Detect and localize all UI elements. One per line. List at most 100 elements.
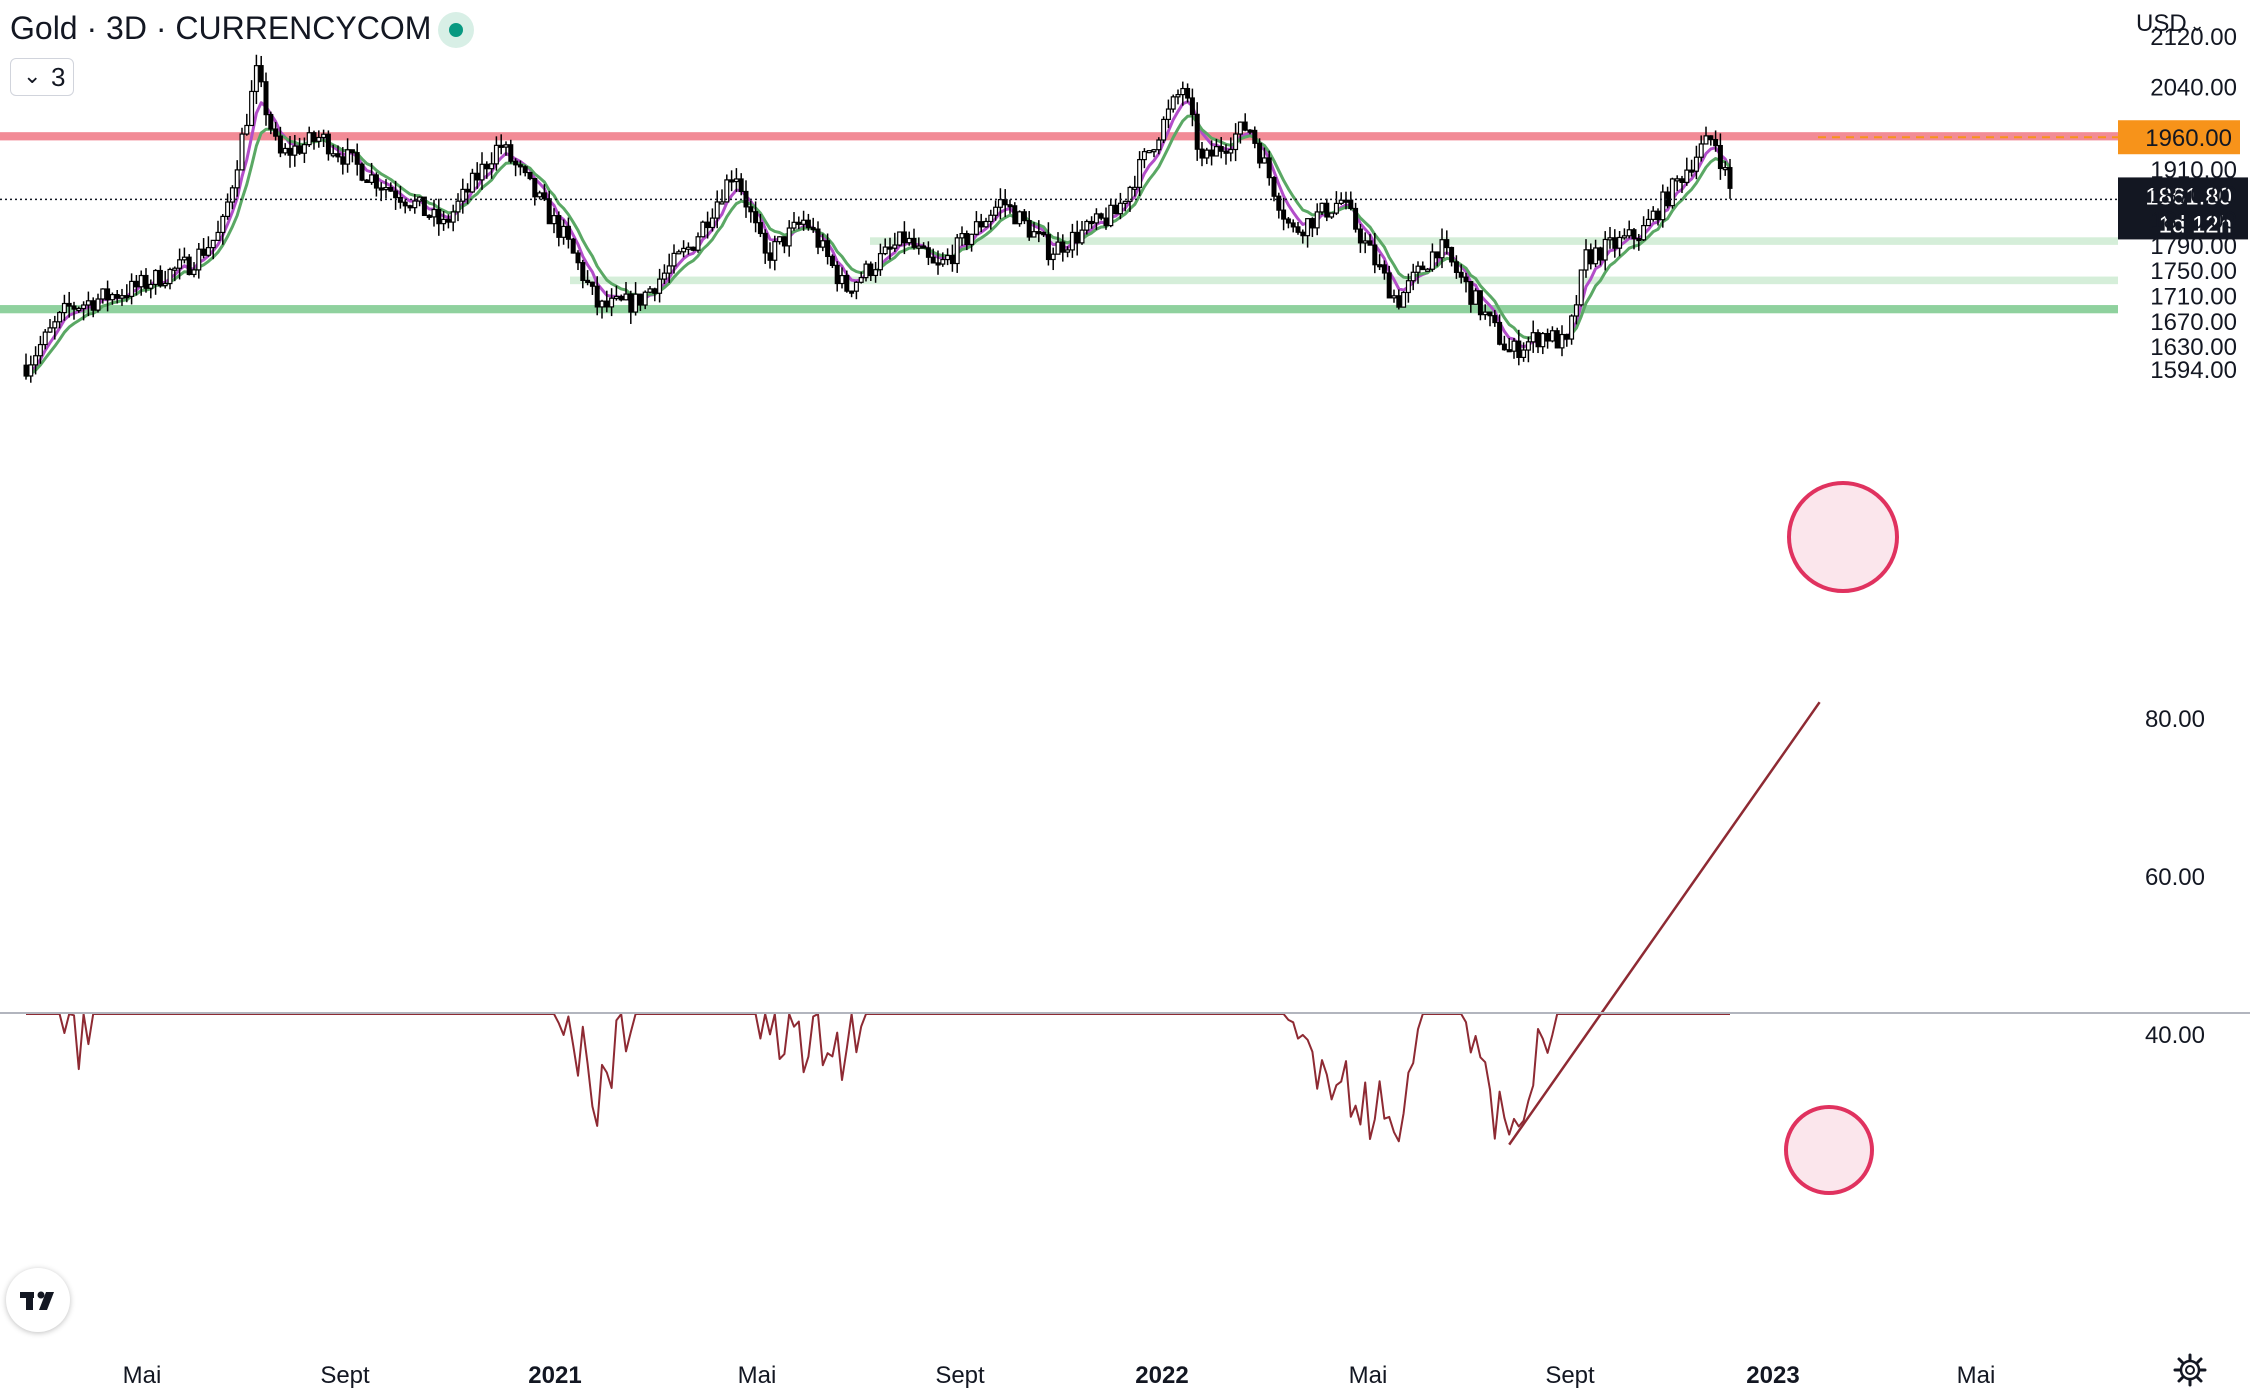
candle-body <box>1645 218 1651 227</box>
candle-body <box>1026 220 1032 238</box>
candle-body <box>585 279 591 284</box>
candle-body <box>1511 340 1517 352</box>
candle-body <box>1002 199 1008 206</box>
candle-body <box>551 215 557 225</box>
candle-body <box>1079 229 1085 244</box>
candle-body <box>1021 211 1027 222</box>
candle-body <box>695 236 701 251</box>
candle-body <box>23 364 29 377</box>
candle-body <box>407 205 413 209</box>
candle-body <box>1146 150 1152 154</box>
candle-body <box>820 240 826 248</box>
candle-body <box>37 343 43 357</box>
candle-body <box>364 179 370 183</box>
candle-body <box>815 228 821 248</box>
candle-body <box>940 258 946 265</box>
candle-body <box>642 291 648 306</box>
candle-body <box>556 215 562 238</box>
candle-body <box>580 262 586 282</box>
candle-body <box>873 269 879 277</box>
candle-body <box>676 251 682 255</box>
candle-body <box>301 143 307 154</box>
candle-body <box>1218 146 1224 152</box>
candle-body <box>1545 332 1551 342</box>
candle-body <box>657 278 663 294</box>
price-axis-label: 1750.00 <box>2150 258 2237 285</box>
candle-body <box>719 201 725 205</box>
candle-body <box>671 252 677 267</box>
candle-body <box>1564 333 1570 340</box>
candle-body <box>431 208 437 218</box>
candle-body <box>1132 186 1138 190</box>
resistance-price-tag <box>2118 120 2240 155</box>
candle-body <box>1578 269 1584 306</box>
candle-body <box>402 201 408 207</box>
candle-body <box>114 294 120 299</box>
candle-body <box>369 174 375 183</box>
candle-body <box>1031 231 1037 238</box>
candle-body <box>628 293 634 313</box>
candle-body <box>1463 276 1469 283</box>
candle-body <box>652 288 658 294</box>
time-axis-label: 2021 <box>528 1362 581 1389</box>
candle-body <box>1525 341 1531 351</box>
candle-body <box>959 233 965 239</box>
time-axis-label: Sept <box>320 1362 370 1389</box>
settings-gear-icon[interactable] <box>2172 1352 2208 1388</box>
candle-body <box>1338 199 1344 205</box>
candle-body <box>1377 264 1383 268</box>
candle-body <box>1477 290 1483 316</box>
candle-body <box>1362 240 1368 244</box>
candle-body <box>373 174 379 189</box>
candle-body <box>925 247 931 258</box>
candle-body <box>781 236 787 247</box>
candle-body <box>1069 231 1075 251</box>
candle-body <box>647 288 653 293</box>
candle-body <box>916 245 922 249</box>
candle-body <box>825 240 831 258</box>
candle-body <box>853 281 859 292</box>
candle-body <box>537 192 543 198</box>
candle-body <box>1429 251 1435 270</box>
indicators-collapse-button[interactable]: ⌄ 3 <box>10 58 74 96</box>
candle-body <box>1309 218 1315 229</box>
candle-body <box>177 259 183 269</box>
candle-body <box>1617 236 1623 249</box>
candle-body <box>546 198 552 225</box>
candle-body <box>100 288 106 300</box>
currency-selector[interactable]: USD ⌄ <box>2136 10 2205 38</box>
candle-body <box>412 200 418 209</box>
candle-body <box>1199 148 1205 159</box>
candle-body <box>71 305 77 310</box>
candle-body <box>1324 202 1330 218</box>
candle-body <box>633 293 639 313</box>
candle-body <box>796 221 802 225</box>
candle-body <box>882 246 888 255</box>
candle-body <box>714 201 720 219</box>
candle-body <box>685 246 691 250</box>
candle-body <box>887 246 893 250</box>
candle-body <box>1060 241 1066 253</box>
candle-body <box>1185 87 1191 99</box>
candle-body <box>757 222 763 235</box>
candle-body <box>220 215 226 234</box>
candle-body <box>66 302 72 307</box>
candle-body <box>133 280 139 288</box>
candle-body <box>733 178 739 183</box>
candle-body <box>681 247 687 253</box>
market-status-indicator[interactable] <box>438 12 474 48</box>
candle-body <box>426 214 432 219</box>
candle-body <box>1353 207 1359 230</box>
candle-body <box>1650 210 1656 220</box>
candle-body <box>1607 237 1613 241</box>
price-axis-label: 1630.00 <box>2150 334 2237 361</box>
time-axis-label: Sept <box>935 1362 985 1389</box>
tradingview-logo-icon[interactable] <box>6 1268 70 1332</box>
candle-body <box>1357 228 1363 244</box>
time-axis-label: Mai <box>1957 1362 1996 1389</box>
candle-body <box>297 145 303 154</box>
candle-body <box>849 290 855 294</box>
candle-body <box>1722 167 1728 171</box>
candle-body <box>810 227 816 231</box>
